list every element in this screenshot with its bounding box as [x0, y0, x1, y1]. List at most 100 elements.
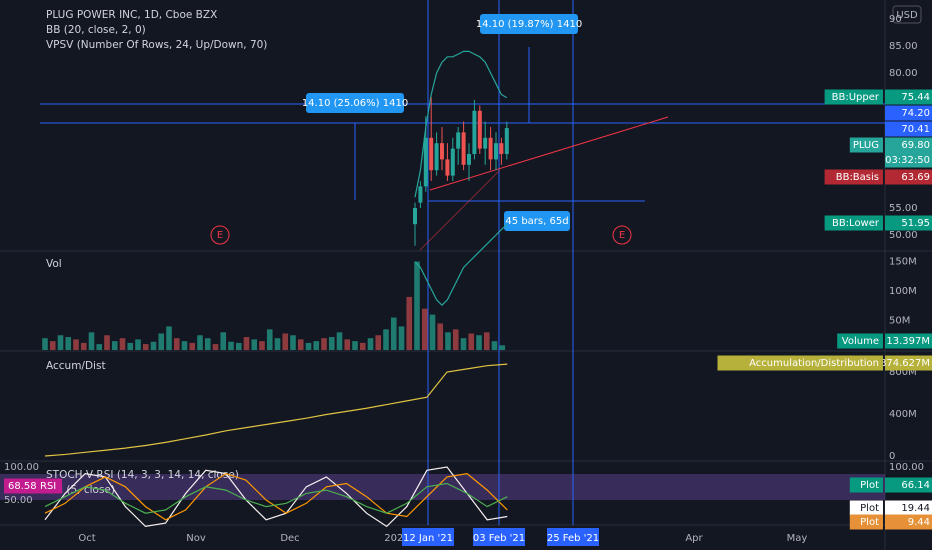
badge-name: PLUG	[853, 140, 879, 151]
badge-value: 75.44	[901, 92, 930, 103]
volume-bar	[390, 317, 397, 350]
candle-body	[504, 128, 509, 154]
volume-bar	[57, 335, 64, 350]
volume-bar	[313, 341, 320, 350]
candle-body	[429, 137, 434, 171]
volume-bar	[290, 335, 296, 350]
volume-bar	[266, 329, 273, 350]
badge-name-box	[824, 89, 883, 105]
volume-bar	[483, 332, 490, 350]
currency-box[interactable]	[892, 5, 922, 24]
badge-value: 66.14	[901, 480, 930, 491]
indicator-label: Accum/Dist	[46, 360, 106, 372]
title: PLUG POWER INC, 1D, Cboe BZX	[46, 9, 217, 21]
volume-bar	[297, 339, 304, 350]
tick-label: 50.00	[4, 495, 33, 506]
volume-bar	[49, 341, 56, 350]
badge-name: Accumulation/Distribution	[749, 358, 879, 369]
indicator-label: BB (20, close, 2, 0)	[46, 24, 146, 36]
badge-value: 68.58	[8, 481, 37, 492]
badge-value: 74.20	[901, 108, 930, 119]
time-label: May	[787, 533, 808, 544]
price-badge	[885, 152, 932, 168]
price-badge	[885, 121, 932, 137]
volume-bar	[476, 335, 482, 350]
candle-body	[472, 110, 477, 154]
volume-bar	[158, 333, 165, 350]
time-label: 2021	[384, 533, 409, 544]
badge-name: Plot	[860, 480, 879, 491]
candle-body	[450, 148, 455, 176]
trend-line	[419, 169, 501, 251]
volume-bar	[235, 342, 242, 350]
earnings: E E	[210, 225, 632, 245]
candle-body	[488, 137, 493, 160]
volume-bar	[352, 341, 358, 350]
rsi-line	[44, 482, 508, 514]
tick-label: 400M	[889, 409, 917, 420]
volume-bar	[88, 332, 95, 350]
price-badge	[885, 514, 932, 530]
candle-body	[434, 143, 439, 171]
badge-value: 19.44	[901, 503, 930, 514]
tick-label: 150M	[889, 257, 917, 268]
candle-body	[418, 186, 423, 203]
bb-upper	[414, 50, 508, 198]
time-label: Apr	[685, 533, 703, 544]
volume-bar	[166, 326, 172, 350]
badge-name-box	[849, 137, 883, 153]
badge-box	[4, 478, 62, 494]
tick-label: 800M	[889, 367, 917, 378]
volume-bar	[460, 338, 467, 350]
badge-value: 9.44	[908, 517, 930, 528]
tick-label: 50.00	[889, 230, 918, 241]
badge-name: Volume	[842, 336, 879, 347]
volume-bar	[96, 344, 103, 350]
candle-body	[467, 154, 471, 165]
badge-name-box	[717, 355, 883, 371]
badge-value: 13.397M	[886, 336, 930, 347]
volume-bar	[321, 338, 327, 350]
badge-value: 51.95	[901, 218, 930, 229]
volume-bar	[119, 338, 126, 350]
tick-label: 0	[889, 451, 895, 462]
volume-bar	[204, 338, 211, 350]
trend-line	[429, 116, 669, 191]
annotation: 14.10 (25.06%) 1410	[302, 98, 408, 109]
volume-bar	[243, 337, 250, 350]
tick-label: 80.00	[889, 68, 918, 79]
volume-bar	[452, 329, 459, 350]
volume-bar	[437, 323, 444, 350]
tick-label: 90	[889, 14, 902, 25]
time-marker: 12 Jan '21	[403, 533, 453, 544]
price-badge	[885, 500, 932, 516]
candle-body	[423, 137, 428, 187]
price-badge	[885, 355, 932, 371]
volume-bar	[344, 339, 351, 350]
currency[interactable]: USD	[896, 10, 918, 21]
tick-label: 85.00	[889, 41, 918, 52]
volume-bar	[65, 337, 72, 350]
candle-body	[461, 132, 466, 165]
badge-name: BB:Upper	[832, 92, 880, 103]
badge-name-box	[824, 169, 883, 185]
indicator-label: STOCH V RSI (14, 3, 3, 14, 14, close)	[46, 469, 239, 481]
volume-bar	[251, 339, 258, 350]
volume-bar	[414, 261, 420, 350]
badge-name-box	[849, 514, 883, 530]
tick-label: 100M	[889, 286, 917, 297]
volume-bar	[127, 342, 134, 350]
volume-bar	[80, 342, 87, 350]
badge-name: BB:Basis	[836, 172, 879, 183]
indicator-label: Vol	[46, 258, 62, 270]
volume-bar	[375, 335, 382, 350]
candle-body	[456, 132, 461, 149]
volume-bar	[42, 338, 48, 350]
badge-value: 03:32:50	[885, 155, 930, 166]
rsi-band	[0, 474, 885, 500]
volume-bar	[111, 341, 118, 350]
volume-bar	[189, 342, 196, 350]
volume-bar	[383, 329, 389, 350]
